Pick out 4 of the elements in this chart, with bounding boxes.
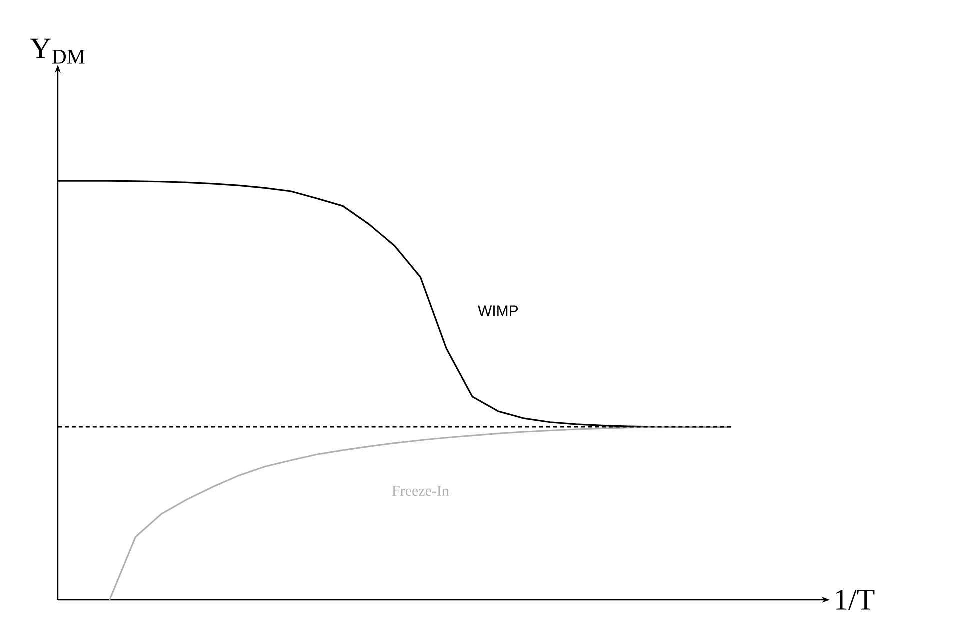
x-axis-title: 1/T [836,590,875,610]
text: WIMP [478,306,518,316]
y-axis-title: Y$_{DM}$ [30,38,85,64]
text: Freeze-In [392,486,450,496]
